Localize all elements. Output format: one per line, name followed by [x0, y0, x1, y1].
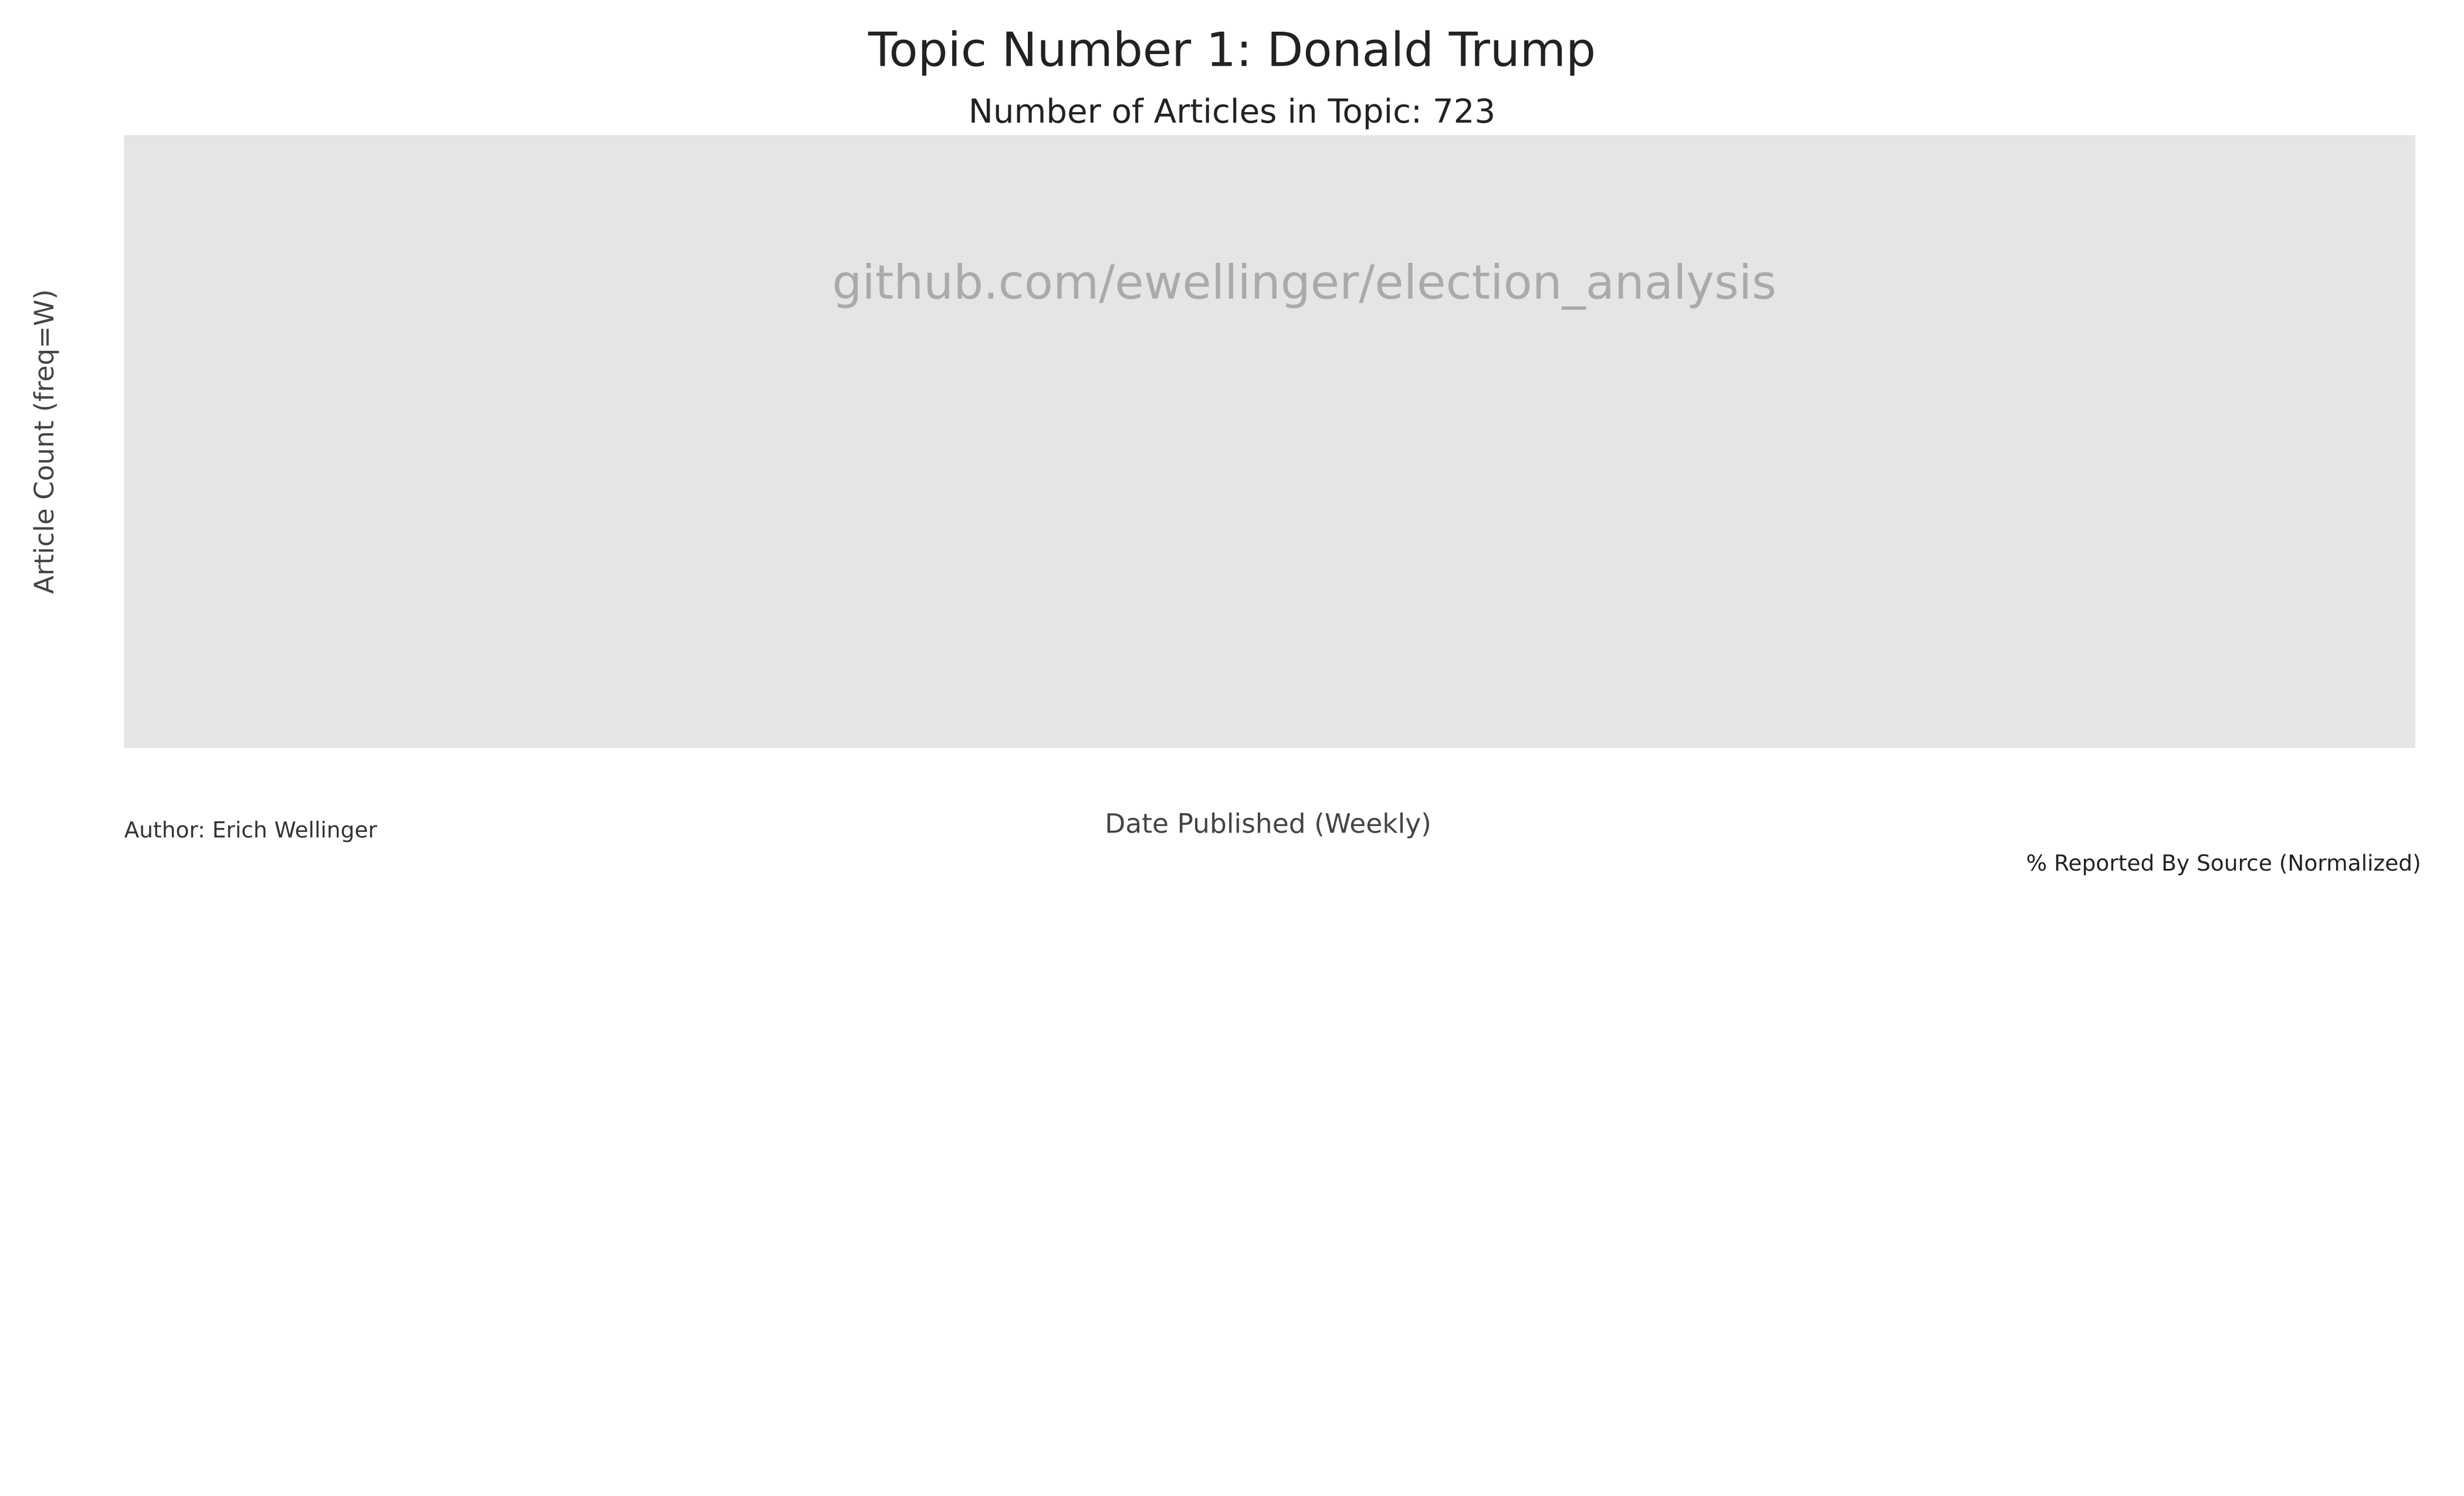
- bar-title: % Reported By Source (Normalized): [2026, 850, 2421, 876]
- x-axis-label: Date Published (Weekly): [1105, 808, 1431, 840]
- subtitle: Number of Articles in Topic: 723: [969, 93, 1495, 131]
- author: Author: Erich Wellinger: [124, 817, 378, 843]
- watermark: github.com/ewellinger/election_analysis: [832, 255, 1776, 310]
- plot-area: [124, 135, 2415, 748]
- y-axis-label: Article Count (freq=W): [29, 289, 60, 594]
- title: Topic Number 1: Donald Trump: [868, 22, 1596, 77]
